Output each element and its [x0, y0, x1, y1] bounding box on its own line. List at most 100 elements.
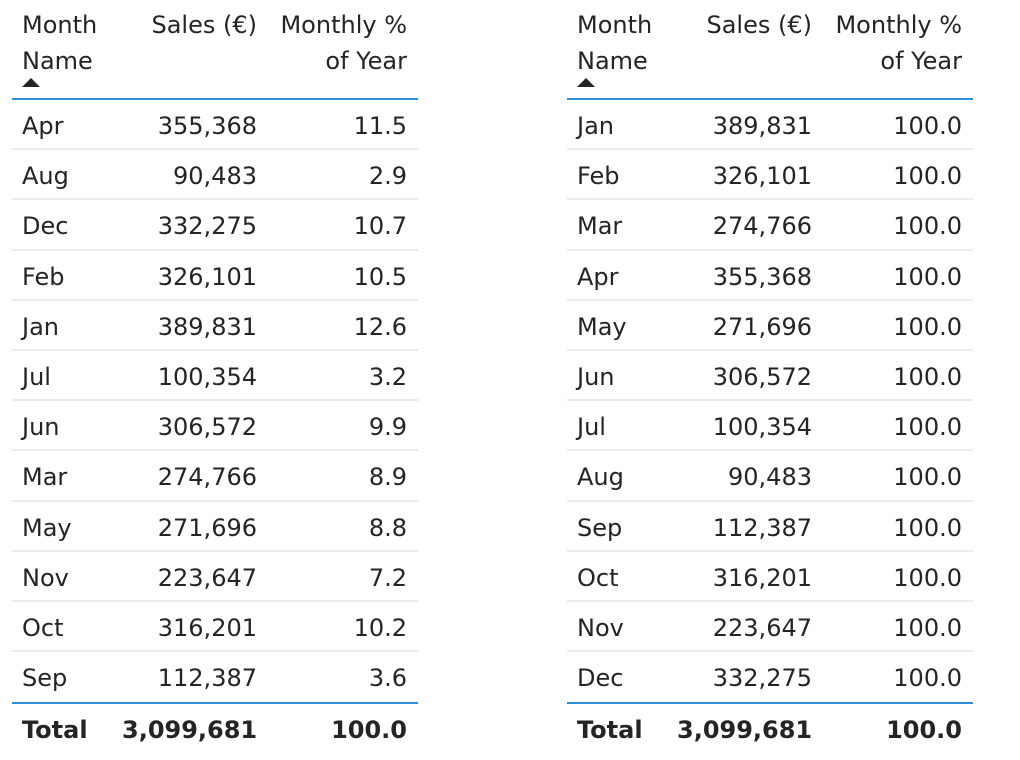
cell-sales: 274,766 — [712, 212, 812, 241]
total-pct: 100.0 — [886, 716, 962, 745]
total-pct: 100.0 — [331, 716, 407, 745]
table-row[interactable]: Aug 90,483 2.9 — [12, 150, 418, 201]
cell-pct: 100.0 — [893, 112, 962, 140]
cell-month: Mar — [577, 212, 623, 241]
cell-month: Nov — [577, 613, 624, 642]
column-header-monthly-pct[interactable]: Monthly % of Year — [835, 11, 962, 75]
sort-ascending-icon[interactable] — [577, 78, 595, 87]
column-header-month-name[interactable]: Month Name — [577, 11, 653, 75]
cell-pct: 100.0 — [893, 262, 962, 291]
cell-sales: 316,201 — [712, 563, 812, 592]
table-row[interactable]: Feb 326,101 10.5 — [12, 251, 418, 301]
table-row[interactable]: Sep 112,387 100.0 — [567, 502, 973, 552]
table-row[interactable]: Dec 332,275 10.7 — [12, 200, 418, 251]
cell-sales: 271,696 — [157, 513, 257, 542]
cell-pct: 100.0 — [893, 513, 962, 542]
table-row[interactable]: Nov 223,647 7.2 — [12, 552, 418, 602]
cell-month: May — [22, 513, 72, 542]
table-row[interactable]: Apr 355,368 100.0 — [567, 251, 973, 301]
table-row[interactable]: Oct 316,201 10.2 — [12, 602, 418, 653]
cell-month: Jul — [22, 362, 51, 391]
table-row[interactable]: Mar 274,766 100.0 — [567, 200, 973, 251]
cell-month: Aug — [22, 162, 69, 191]
sales-table-left: Month Name Sales (€) Monthly % of Year A… — [12, 0, 418, 757]
table-row[interactable]: Jul 100,354 100.0 — [567, 401, 973, 452]
table-body: Apr 355,368 11.5 Aug 90,483 2.9 Dec 332,275 10… — [12, 100, 418, 702]
table-row[interactable]: Jan 389,831 12.6 — [12, 301, 418, 351]
cell-pct: 10.5 — [353, 262, 407, 291]
cell-pct: 100.0 — [893, 613, 962, 642]
cell-sales: 306,572 — [157, 413, 257, 442]
table-row[interactable]: Dec 332,275 100.0 — [567, 652, 973, 702]
cell-sales: 306,572 — [712, 362, 812, 391]
cell-month: May — [577, 312, 627, 341]
table-row[interactable]: Aug 90,483 100.0 — [567, 451, 973, 502]
column-header-monthly-pct[interactable]: Monthly % of Year — [280, 11, 407, 75]
cell-month: Sep — [22, 664, 68, 693]
cell-sales: 355,368 — [157, 112, 257, 140]
table-header: Month Name Sales (€) Monthly % of Year — [12, 0, 418, 100]
cell-month: Jun — [22, 413, 60, 442]
total-label: Total — [577, 716, 643, 745]
sales-table-right: Month Name Sales (€) Monthly % of Year J… — [567, 0, 973, 757]
table-body: Jan 389,831 100.0 Feb 326,101 100.0 Mar 274,7… — [567, 100, 973, 702]
table-row[interactable]: May 271,696 8.8 — [12, 502, 418, 552]
cell-sales: 90,483 — [173, 162, 257, 191]
cell-pct: 3.2 — [368, 362, 407, 391]
cell-pct: 100.0 — [893, 212, 962, 241]
cell-sales: 90,483 — [728, 463, 812, 492]
cell-pct: 100.0 — [893, 162, 962, 191]
cell-month: Mar — [22, 463, 68, 492]
cell-pct: 11.5 — [353, 112, 407, 140]
cell-pct: 2.9 — [368, 162, 407, 191]
cell-month: Jan — [577, 112, 614, 140]
cell-pct: 3.6 — [368, 664, 407, 693]
table-row[interactable]: Jun 306,572 100.0 — [567, 351, 973, 402]
cell-sales: 271,696 — [712, 312, 812, 341]
column-header-sales[interactable]: Sales (€) — [706, 11, 812, 39]
cell-sales: 274,766 — [157, 463, 257, 492]
cell-sales: 223,647 — [712, 613, 812, 642]
table-row[interactable]: Feb 326,101 100.0 — [567, 150, 973, 201]
cell-month: Feb — [577, 162, 620, 191]
table-row[interactable]: Sep 112,387 3.6 — [12, 652, 418, 702]
cell-pct: 100.0 — [893, 664, 962, 693]
cell-pct: 100.0 — [893, 362, 962, 391]
table-row[interactable]: Mar 274,766 8.9 — [12, 451, 418, 502]
cell-sales: 112,387 — [157, 664, 257, 693]
table-row[interactable]: May 271,696 100.0 — [567, 301, 973, 351]
column-header-month-name[interactable]: Month Name — [22, 11, 98, 75]
cell-sales: 355,368 — [712, 262, 812, 291]
cell-pct: 8.9 — [368, 463, 407, 492]
table-row[interactable]: Jan 389,831 100.0 — [567, 100, 973, 151]
cell-month: Sep — [577, 513, 623, 542]
cell-month: Jul — [577, 413, 606, 442]
cell-pct: 8.8 — [368, 513, 407, 542]
cell-pct: 10.2 — [353, 613, 407, 642]
table-row[interactable]: Jul 100,354 3.2 — [12, 351, 418, 402]
cell-sales: 100,354 — [712, 413, 812, 442]
cell-pct: 100.0 — [893, 563, 962, 592]
table-row[interactable]: Jun 306,572 9.9 — [12, 401, 418, 452]
cell-sales: 326,101 — [712, 162, 812, 191]
table-row[interactable]: Oct 316,201 100.0 — [567, 552, 973, 602]
column-header-sales[interactable]: Sales (€) — [151, 11, 257, 39]
cell-month: Jan — [22, 312, 59, 341]
cell-sales: 389,831 — [157, 312, 257, 341]
cell-pct: 9.9 — [368, 413, 407, 442]
cell-pct: 7.2 — [368, 563, 407, 592]
table-row[interactable]: Nov 223,647 100.0 — [567, 602, 973, 653]
cell-pct: 10.7 — [353, 212, 407, 241]
cell-sales: 316,201 — [157, 613, 257, 642]
table-row[interactable]: Apr 355,368 11.5 — [12, 100, 418, 151]
cell-sales: 332,275 — [157, 212, 257, 241]
cell-sales: 223,647 — [157, 563, 257, 592]
cell-month: Oct — [22, 613, 64, 642]
cell-month: Aug — [577, 463, 624, 492]
total-row: Total 3,099,681 100.0 — [567, 702, 973, 757]
table-header: Month Name Sales (€) Monthly % of Year — [567, 0, 973, 100]
cell-month: Dec — [577, 664, 624, 693]
cell-pct: 100.0 — [893, 463, 962, 492]
sort-ascending-icon[interactable] — [22, 78, 40, 87]
cell-sales: 326,101 — [157, 262, 257, 291]
